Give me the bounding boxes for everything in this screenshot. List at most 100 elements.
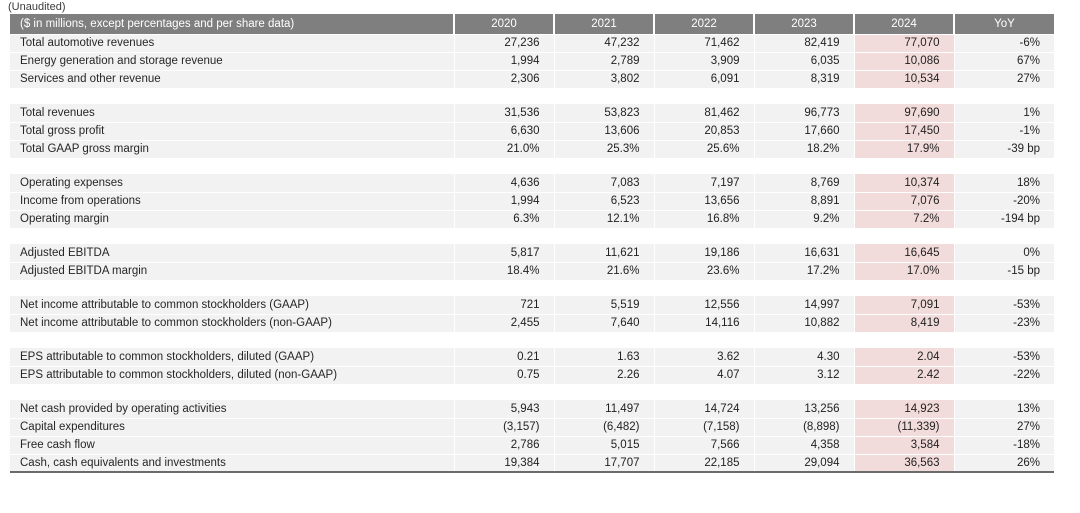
row-label: Net cash provided by operating activitie… [10, 400, 454, 419]
value-cell: 6.3% [453, 210, 554, 229]
value-cell: 5,943 [453, 400, 554, 419]
yoy-cell: 67% [953, 52, 1054, 71]
value-cell: 2,306 [453, 70, 554, 89]
value-cell: 8,419 [853, 314, 954, 333]
value-cell: 14,116 [653, 314, 754, 333]
value-cell: 4.07 [653, 366, 754, 385]
value-cell: 19,186 [653, 244, 754, 263]
value-cell: (7,158) [653, 418, 754, 437]
value-cell: 12,556 [653, 296, 754, 315]
table-row: Total GAAP gross margin 21.0% 25.3% 25.6% 18… [10, 140, 1054, 159]
value-cell: 20,853 [653, 122, 754, 141]
value-cell: 2,455 [453, 314, 554, 333]
value-cell: 4.30 [753, 348, 854, 367]
yoy-cell: 1% [953, 104, 1054, 123]
yoy-cell: -194 bp [953, 210, 1054, 229]
row-label: Operating margin [10, 210, 454, 229]
yoy-cell: 18% [953, 174, 1054, 193]
value-cell: 7,083 [553, 174, 654, 193]
column-header-2023: 2023 [753, 14, 854, 35]
value-cell: 17,450 [853, 122, 954, 141]
row-label: Energy generation and storage revenue [10, 52, 454, 71]
table-row: Adjusted EBITDA 5,817 11,621 19,186 16,631 16… [10, 244, 1054, 263]
yoy-cell: -23% [953, 314, 1054, 333]
yoy-cell: 13% [953, 400, 1054, 419]
row-label: Total GAAP gross margin [10, 140, 454, 159]
table-row: Adjusted EBITDA margin 18.4% 21.6% 23.6% 17.… [10, 262, 1054, 281]
value-cell: 11,621 [553, 244, 654, 263]
financial-summary-table: ($ in millions, except percentages and p… [10, 14, 1054, 473]
row-label: Free cash flow [10, 436, 454, 455]
value-cell: 18.2% [753, 140, 854, 159]
value-cell: 17.2% [753, 262, 854, 281]
value-cell: 4,636 [453, 174, 554, 193]
value-cell: 5,519 [553, 296, 654, 315]
value-cell: 3.12 [753, 366, 854, 385]
value-cell: 3,909 [653, 52, 754, 71]
row-label: Net income attributable to common stockh… [10, 314, 454, 333]
table-row: Income from operations 1,994 6,523 13,656 8,… [10, 192, 1054, 211]
value-cell: 6,091 [653, 70, 754, 89]
table-row: Operating margin 6.3% 12.1% 16.8% 9.2% 7.2% -1… [10, 210, 1054, 229]
value-cell: 17.0% [853, 262, 954, 281]
value-cell: 25.6% [653, 140, 754, 159]
value-cell: 7.2% [853, 210, 954, 229]
table-row: Cash, cash equivalents and investments 19… [10, 454, 1054, 473]
value-cell: 22,185 [653, 454, 754, 473]
table-row: Operating expenses 4,636 7,083 7,197 8,769 10… [10, 174, 1054, 193]
value-cell: 31,536 [453, 104, 554, 123]
table-row: Net cash provided by operating activitie… [10, 400, 1054, 419]
value-cell: 17.9% [853, 140, 954, 159]
spacer-row [10, 88, 1054, 104]
value-cell: (8,898) [753, 418, 854, 437]
row-label: Capital expenditures [10, 418, 454, 437]
value-cell: 13,256 [753, 400, 854, 419]
value-cell: 97,690 [853, 104, 954, 123]
value-cell: 7,640 [553, 314, 654, 333]
value-cell: 5,015 [553, 436, 654, 455]
value-cell: 6,523 [553, 192, 654, 211]
value-cell: 17,707 [553, 454, 654, 473]
value-cell: 21.0% [453, 140, 554, 159]
value-cell: 2.26 [553, 366, 654, 385]
value-cell: 81,462 [653, 104, 754, 123]
value-cell: (3,157) [453, 418, 554, 437]
value-cell: 2.42 [853, 366, 954, 385]
row-label: Total revenues [10, 104, 454, 123]
yoy-cell: -1% [953, 122, 1054, 141]
value-cell: 16,645 [853, 244, 954, 263]
yoy-cell: -20% [953, 192, 1054, 211]
value-cell: 14,923 [853, 400, 954, 419]
value-cell: 8,769 [753, 174, 854, 193]
row-label: Adjusted EBITDA margin [10, 262, 454, 281]
value-cell: 47,232 [553, 34, 654, 53]
table-row: Net income attributable to common stockh… [10, 314, 1054, 333]
value-cell: 2.04 [853, 348, 954, 367]
row-label: Income from operations [10, 192, 454, 211]
table-row: Free cash flow 2,786 5,015 7,566 4,358 3,584-… [10, 436, 1054, 455]
value-cell: 2,786 [453, 436, 554, 455]
row-label: Operating expenses [10, 174, 454, 193]
value-cell: 10,534 [853, 70, 954, 89]
value-cell: 96,773 [753, 104, 854, 123]
value-cell: 13,606 [553, 122, 654, 141]
value-cell: 19,384 [453, 454, 554, 473]
spacer-cell [10, 332, 1054, 348]
value-cell: 4,358 [753, 436, 854, 455]
value-cell: 7,076 [853, 192, 954, 211]
value-cell: 82,419 [753, 34, 854, 53]
value-cell: 3,584 [853, 436, 954, 455]
header-label: ($ in millions, except percentages and p… [10, 14, 454, 35]
table-row: Energy generation and storage revenue 1,9… [10, 52, 1054, 71]
yoy-cell: -18% [953, 436, 1054, 455]
value-cell: 10,882 [753, 314, 854, 333]
value-cell: 7,091 [853, 296, 954, 315]
value-cell: 1,994 [453, 192, 554, 211]
column-header-2021: 2021 [553, 14, 654, 35]
value-cell: 25.3% [553, 140, 654, 159]
value-cell: 8,891 [753, 192, 854, 211]
row-label: Net income attributable to common stockh… [10, 296, 454, 315]
value-cell: 0.21 [453, 348, 554, 367]
spacer-cell [10, 158, 1054, 174]
spacer-row [10, 384, 1054, 400]
